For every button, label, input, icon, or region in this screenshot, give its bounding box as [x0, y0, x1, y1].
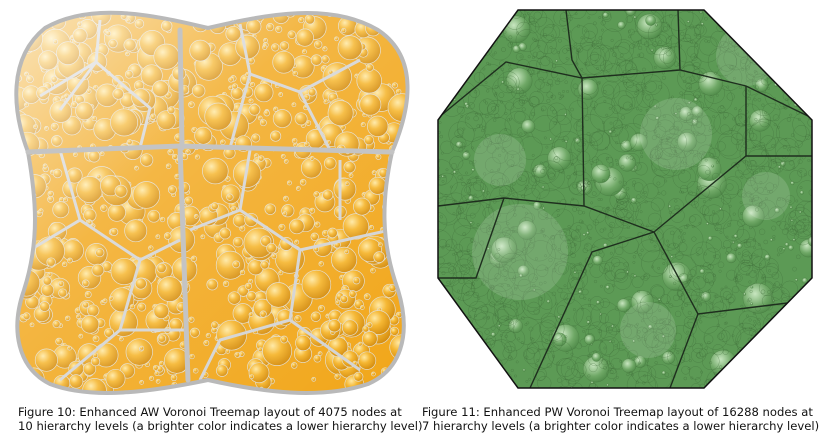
figure-11-caption-line-1: Figure 11: Enhanced PW Voronoi Treemap l…: [422, 405, 813, 419]
figure-11-caption: Figure 11: Enhanced PW Voronoi Treemap l…: [422, 405, 819, 433]
figure-11-caption-line-2: 7 hierarchy levels (a brighter color ind…: [422, 419, 820, 433]
pw-voronoi-treemap-image: [437, 9, 813, 389]
figure-10-caption-line-1: Figure 10: Enhanced AW Voronoi Treemap l…: [18, 405, 402, 419]
figure-10-caption-line-2: 10 hierarchy levels (a brighter color in…: [18, 419, 423, 433]
aw-voronoi-treemap-image: [14, 10, 410, 395]
figure-10-caption: Figure 10: Enhanced AW Voronoi Treemap l…: [18, 405, 422, 433]
figure-11: Figure 11: Enhanced PW Voronoi Treemap l…: [416, 0, 832, 433]
figure-10: Figure 10: Enhanced AW Voronoi Treemap l…: [0, 0, 422, 433]
